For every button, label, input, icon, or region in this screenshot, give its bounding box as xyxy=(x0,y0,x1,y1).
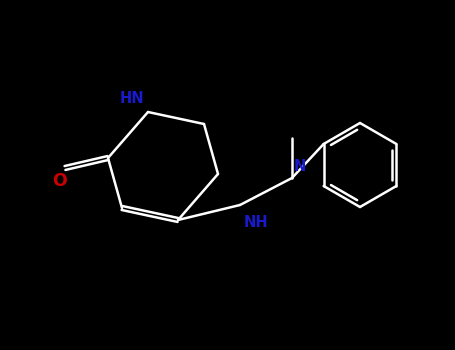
Text: O: O xyxy=(52,172,67,190)
Text: NH: NH xyxy=(244,215,268,230)
Text: HN: HN xyxy=(119,91,144,106)
Text: N: N xyxy=(294,159,306,174)
